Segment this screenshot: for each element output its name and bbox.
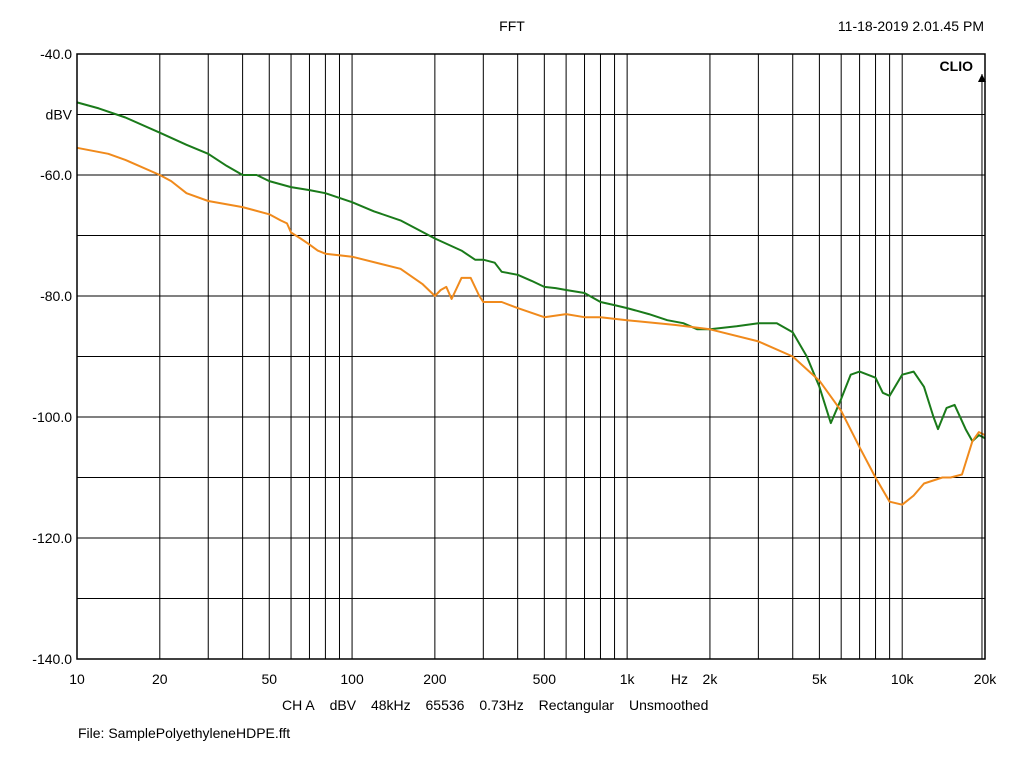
chart-title: FFT [499,18,525,34]
y-tick-label: -100.0 [32,409,72,425]
file-name: File: SamplePolyethyleneHDPE.fft [78,725,291,741]
x-tick-label: 20 [152,671,168,687]
info-unit: dBV [329,697,357,713]
measurement-info: CH A dBV 48kHz 65536 0.73Hz Rectangular … [282,697,719,713]
y-tick-label: -140.0 [32,651,72,667]
info-resolution: 0.73Hz [479,697,524,713]
x-tick-label: 50 [261,671,277,687]
x-tick-label: 10 [69,671,85,687]
brand-label: CLIO [940,58,974,74]
x-tick-label: 2k [703,671,719,687]
y-tick-label: -120.0 [32,530,72,546]
plot-lines [76,101,986,506]
info-samplerate: 48kHz [370,697,411,713]
x-tick-label: 500 [533,671,557,687]
x-tick-labels: 10 20 50 100 200 500 1k 2k 5k 10k 20k Hz [69,671,997,687]
info-window: Rectangular [538,697,615,713]
y-tick-labels: -40.0 -60.0 -80.0 -100.0 -120.0 -140.0 [32,46,72,667]
info-fft-size: 65536 [425,697,465,713]
info-channel: CH A [282,697,315,713]
y-tick-label: -60.0 [40,167,72,183]
timestamp: 11-18-2019 2.01.45 PM [837,18,984,34]
x-tick-label: 10k [891,671,915,687]
x-axis-label: Hz [671,671,688,687]
info-smoothing: Unsmoothed [628,697,709,713]
plot-frame [76,53,986,660]
series-line-1 [76,101,986,443]
x-tick-label: 200 [423,671,447,687]
y-tick-label: -40.0 [40,46,72,62]
y-axis-label: dBV [46,107,73,123]
y-tick-label: -80.0 [40,288,72,304]
series-line-2 [76,146,986,506]
x-tick-label: 5k [812,671,828,687]
x-tick-label: 20k [974,671,998,687]
x-tick-label: 1k [620,671,636,687]
grid [77,54,985,659]
x-tick-label: 100 [340,671,364,687]
